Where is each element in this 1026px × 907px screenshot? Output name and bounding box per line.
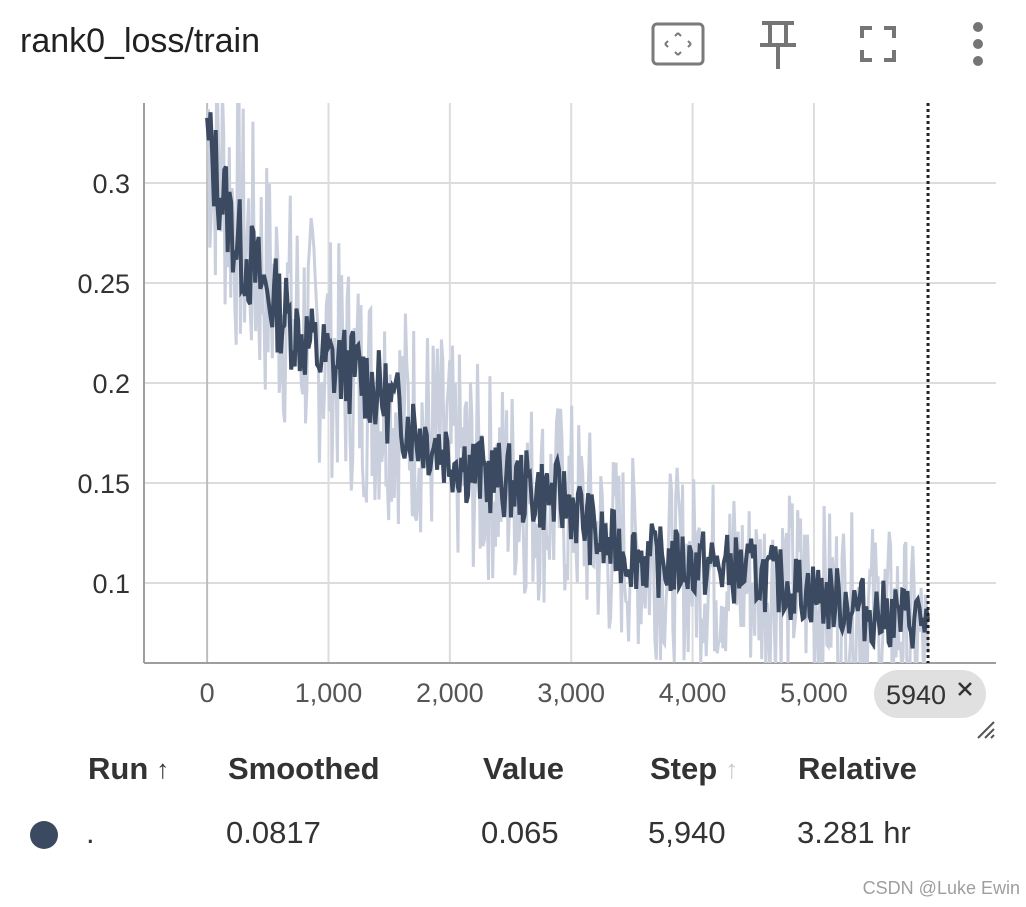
x-tick-label: 3,000 bbox=[537, 678, 605, 708]
step-cursor-label: 5940 bbox=[886, 680, 946, 710]
y-tick-label: 0.25 bbox=[77, 269, 130, 299]
x-tick-label: 4,000 bbox=[659, 678, 727, 708]
column-header-step[interactable]: Step ↑ bbox=[650, 751, 738, 787]
step-cursor-chip bbox=[874, 670, 986, 718]
close-icon[interactable] bbox=[958, 682, 972, 696]
y-tick-label: 0.1 bbox=[92, 569, 130, 599]
x-tick-label: 1,000 bbox=[295, 678, 363, 708]
smoothed-line bbox=[205, 112, 930, 651]
column-header-value[interactable]: Value bbox=[483, 751, 564, 786]
more-options-button[interactable] bbox=[950, 18, 1006, 70]
loss-chart[interactable]: 0.1 0.15 0.2 0.25 0.3 0 1,000 2,000 3,000 4,000 5,… bbox=[0, 90, 1026, 740]
y-tick-label: 0.2 bbox=[92, 369, 130, 399]
pin-icon bbox=[760, 21, 796, 69]
resize-icon bbox=[977, 721, 995, 739]
resize-handle[interactable] bbox=[972, 716, 996, 740]
column-header-relative[interactable]: Relative bbox=[798, 751, 917, 786]
sort-arrow-icon: ↑ bbox=[725, 753, 739, 784]
sort-ascending-icon: ↑ bbox=[156, 753, 170, 784]
x-tick-label: 2,000 bbox=[416, 678, 484, 708]
fit-domain-icon bbox=[651, 22, 705, 66]
fit-domain-button[interactable] bbox=[650, 18, 706, 70]
column-header-run[interactable]: Run ↑ bbox=[88, 751, 169, 787]
run-color-dot bbox=[30, 821, 58, 849]
y-tick-label: 0.3 bbox=[92, 169, 130, 199]
watermark: CSDN @Luke Ewin bbox=[862, 878, 1020, 898]
x-tick-label: 5,000 bbox=[780, 678, 848, 708]
x-tick-label: 0 bbox=[200, 678, 215, 708]
card-title: rank0_loss/train bbox=[20, 22, 261, 60]
pin-button[interactable] bbox=[750, 18, 806, 70]
column-header-step-label: Step bbox=[650, 751, 718, 786]
fullscreen-button[interactable] bbox=[850, 18, 906, 70]
more-vert-icon bbox=[973, 22, 983, 66]
cell-smoothed: 0.0817 bbox=[226, 815, 321, 850]
cell-relative: 3.281 hr bbox=[797, 815, 911, 850]
column-header-smoothed[interactable]: Smoothed bbox=[228, 751, 380, 786]
y-tick-label: 0.15 bbox=[77, 469, 130, 499]
fullscreen-icon bbox=[860, 26, 896, 62]
raw-value-line bbox=[205, 103, 930, 663]
cell-run: . bbox=[86, 815, 95, 850]
cell-step: 5,940 bbox=[648, 815, 726, 850]
column-header-run-label: Run bbox=[88, 751, 149, 786]
cell-value: 0.065 bbox=[481, 815, 559, 850]
